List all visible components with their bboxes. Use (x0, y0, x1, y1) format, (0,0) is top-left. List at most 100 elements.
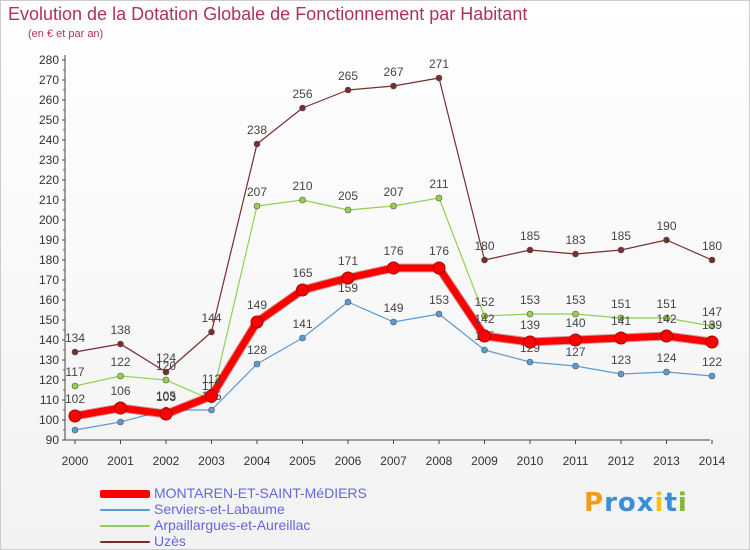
data-label: 149 (247, 298, 267, 312)
legend-swatch-uzes (100, 541, 150, 543)
data-label: 149 (383, 301, 403, 315)
data-label: 141 (611, 314, 631, 328)
data-label: 134 (65, 331, 85, 345)
logo-letter: i (677, 488, 688, 518)
data-label: 106 (110, 384, 130, 398)
data-point (208, 328, 215, 336)
data-point (478, 329, 491, 343)
data-label: 144 (201, 311, 221, 325)
x-tick-label: 2010 (517, 454, 544, 468)
y-tick-label: 210 (39, 193, 59, 207)
data-label: 185 (611, 229, 631, 243)
data-point (523, 335, 537, 349)
x-tick-label: 2007 (380, 454, 407, 468)
data-label: 265 (338, 69, 358, 83)
data-label: 141 (292, 317, 312, 331)
data-label: 153 (429, 293, 449, 307)
data-point (572, 362, 579, 370)
data-point (117, 372, 124, 380)
data-point (253, 360, 261, 368)
data-point (253, 202, 261, 210)
data-label: 165 (292, 266, 312, 280)
data-label: 153 (520, 293, 540, 307)
data-label: 159 (338, 281, 358, 295)
data-point (250, 315, 264, 329)
y-tick-label: 230 (39, 153, 59, 167)
logo-letter: o (617, 488, 637, 518)
data-label: 117 (65, 365, 84, 379)
data-point (205, 389, 218, 403)
data-label: 176 (429, 244, 449, 258)
data-point (526, 310, 534, 318)
data-point (708, 322, 716, 330)
data-point (614, 331, 628, 345)
data-label: 147 (702, 305, 722, 319)
data-point (435, 310, 443, 318)
data-point (114, 401, 127, 415)
y-tick-label: 250 (39, 113, 59, 127)
data-label: 211 (429, 177, 448, 191)
data-label: 271 (429, 57, 449, 71)
data-point (663, 236, 670, 244)
data-point (344, 298, 352, 306)
data-label: 171 (338, 254, 358, 268)
x-tick-label: 2000 (62, 454, 89, 468)
data-label: 207 (383, 185, 403, 199)
data-point (435, 74, 443, 82)
data-point (572, 250, 579, 258)
data-point (432, 261, 446, 275)
data-label: 123 (611, 353, 631, 367)
y-tick-label: 260 (39, 93, 59, 107)
y-tick-label: 100 (39, 413, 59, 427)
data-point (617, 246, 625, 254)
data-label: 124 (656, 351, 676, 365)
data-label: 185 (520, 229, 540, 243)
data-point (344, 206, 352, 214)
y-tick-label: 180 (39, 253, 59, 267)
data-point (526, 246, 534, 254)
x-tick-label: 2005 (289, 454, 316, 468)
data-point (390, 318, 397, 326)
y-tick-label: 90 (46, 433, 60, 447)
data-label: 120 (156, 359, 176, 373)
legend-label-uzes: Uzès (154, 533, 186, 549)
y-tick-label: 160 (39, 293, 59, 307)
data-point (387, 261, 400, 275)
y-tick-label: 170 (39, 273, 59, 287)
x-tick-label: 2003 (198, 454, 225, 468)
data-label: 127 (565, 345, 585, 359)
data-label: 151 (611, 297, 631, 311)
y-tick-label: 200 (39, 213, 59, 227)
data-label: 207 (247, 185, 267, 199)
data-label: 152 (474, 295, 494, 309)
data-label: 103 (156, 390, 176, 404)
x-tick-label: 2014 (699, 454, 726, 468)
data-label: 210 (292, 179, 312, 193)
y-tick-label: 140 (39, 333, 59, 347)
data-point (208, 406, 215, 414)
x-tick-label: 2004 (244, 454, 271, 468)
logo-letter: r (604, 488, 618, 518)
data-label: 151 (656, 297, 676, 311)
y-tick-label: 150 (39, 313, 59, 327)
data-point (435, 194, 443, 202)
data-point (705, 335, 719, 349)
data-point (617, 370, 625, 378)
x-tick-label: 2001 (107, 454, 134, 468)
proxiti-logo: Proxiti (584, 488, 688, 518)
data-label: 180 (702, 239, 722, 253)
data-label: 139 (702, 318, 722, 332)
data-point (708, 372, 716, 380)
data-label: 153 (565, 293, 585, 307)
data-label: 102 (65, 392, 85, 406)
data-point (481, 312, 488, 320)
data-label: 124 (156, 351, 176, 365)
data-point (390, 82, 397, 90)
data-label: 122 (110, 355, 130, 369)
data-point (117, 340, 124, 348)
data-label: 112 (202, 372, 221, 386)
x-tick-label: 2012 (608, 454, 635, 468)
data-point (526, 358, 534, 366)
data-point (569, 333, 582, 347)
legend-swatch-serviers (100, 509, 150, 511)
